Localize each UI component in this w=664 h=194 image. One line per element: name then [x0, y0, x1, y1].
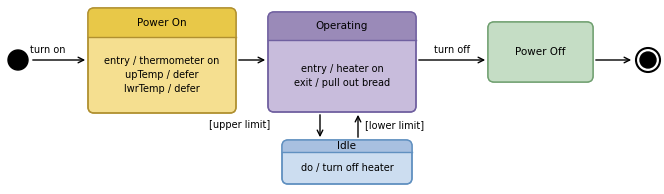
FancyBboxPatch shape — [488, 22, 593, 82]
Circle shape — [8, 50, 28, 70]
Text: Power On: Power On — [137, 18, 187, 28]
FancyBboxPatch shape — [88, 8, 236, 37]
FancyBboxPatch shape — [88, 8, 236, 113]
Text: turn on: turn on — [30, 45, 66, 55]
FancyBboxPatch shape — [282, 140, 412, 184]
Text: turn off: turn off — [434, 45, 470, 55]
Text: Power Off: Power Off — [515, 47, 566, 57]
Text: Operating: Operating — [316, 21, 368, 31]
Text: entry / thermometer on
upTemp / defer
lwrTemp / defer: entry / thermometer on upTemp / defer lw… — [104, 56, 220, 94]
Text: [upper limit]: [upper limit] — [208, 120, 270, 130]
FancyBboxPatch shape — [282, 140, 412, 152]
FancyBboxPatch shape — [268, 12, 416, 40]
Text: [lower limit]: [lower limit] — [365, 120, 424, 130]
Bar — [282, 146, 412, 152]
Bar — [268, 34, 416, 40]
Text: do / turn off heater: do / turn off heater — [301, 163, 393, 173]
Bar — [88, 31, 236, 37]
Text: entry / heater on
exit / pull out bread: entry / heater on exit / pull out bread — [294, 64, 390, 88]
Text: Idle: Idle — [337, 141, 357, 151]
FancyBboxPatch shape — [268, 12, 416, 112]
FancyBboxPatch shape — [488, 22, 593, 82]
Circle shape — [640, 52, 656, 68]
